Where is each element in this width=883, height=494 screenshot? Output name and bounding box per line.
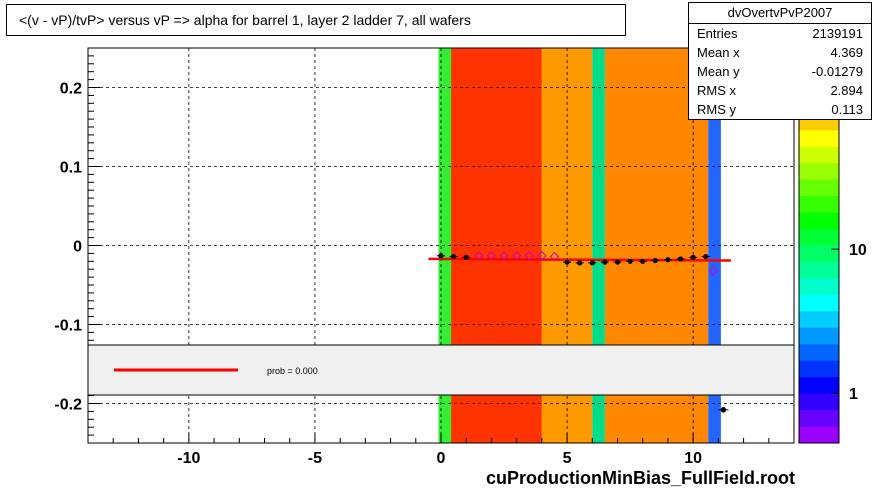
x-tick-label: 0 xyxy=(437,450,446,467)
colorbar-segment xyxy=(799,311,839,329)
colorbar-segment xyxy=(799,377,839,395)
profile-point xyxy=(577,260,583,266)
stats-label: RMS x xyxy=(697,83,736,98)
axes-layer: -10 -5 0 5 10 -0.2 -0.1 0 0.1 0.2 xyxy=(54,47,795,467)
colorbar-segment xyxy=(799,261,839,279)
y-tick-label: 0.1 xyxy=(60,160,82,177)
stats-value: 2.894 xyxy=(830,83,863,98)
profile-point xyxy=(564,259,570,265)
open-marker xyxy=(524,251,534,261)
profile-point xyxy=(690,254,696,260)
y-tick-label: 0.2 xyxy=(60,81,82,98)
profile-point xyxy=(451,253,457,260)
open-marker xyxy=(499,251,509,261)
open-marker xyxy=(708,266,719,276)
stats-box: dvOvertvPvP2007 Entries 2139191 Mean x 4.3… xyxy=(688,2,872,120)
colorbar-segment xyxy=(799,410,839,428)
colorbar-segment xyxy=(799,360,839,378)
colorbar-segment xyxy=(799,393,839,411)
y-tick-label: -0.1 xyxy=(54,318,82,335)
colorbar-segment xyxy=(799,163,839,181)
grid-layer xyxy=(88,48,794,443)
x-tick-label: -5 xyxy=(308,450,322,467)
profile-point xyxy=(640,258,646,264)
colorbar-segment xyxy=(799,130,839,148)
stats-value: -0.01279 xyxy=(811,64,863,79)
colorbar-segment xyxy=(799,426,839,444)
y-tick-label: -0.2 xyxy=(54,397,82,414)
outlier-point xyxy=(720,407,727,413)
profile-point xyxy=(614,259,621,265)
colorbar-segment xyxy=(799,278,839,296)
x-tick-label: 5 xyxy=(563,450,572,467)
open-marker xyxy=(474,251,484,261)
colorbar-segment xyxy=(799,327,839,345)
colorbar-segment xyxy=(799,212,839,230)
stats-row-entries: Entries 2139191 xyxy=(689,24,871,43)
stats-name: dvOvertvPvP2007 xyxy=(689,3,871,24)
open-marker xyxy=(549,251,560,262)
profile-point xyxy=(627,258,633,264)
profile-point xyxy=(665,257,671,263)
y-tick-label: 0 xyxy=(73,239,82,256)
colorbar-segment xyxy=(799,146,839,164)
x-tick-label: 10 xyxy=(684,450,702,467)
stats-row-mean-x: Mean x 4.369 xyxy=(689,43,871,62)
stats-value: 4.369 xyxy=(830,45,863,60)
legend-label: prob = 0.000 xyxy=(267,366,318,376)
colorbar-segment xyxy=(799,179,839,197)
colorbar-segment xyxy=(799,245,839,263)
stats-label: Entries xyxy=(697,26,738,41)
stats-row-rms-x: RMS x 2.894 xyxy=(689,81,871,100)
stats-row-mean-y: Mean y -0.01279 xyxy=(689,62,871,81)
open-marker xyxy=(486,251,497,261)
footer-filename: cuProductionMinBias_FullField.root xyxy=(486,468,796,488)
fit-line xyxy=(428,257,731,262)
plot-title: <(v - vP)/tvP> versus vP => alpha for ba… xyxy=(6,4,626,36)
colorbar-segment xyxy=(799,196,839,214)
stats-row-rms-y: RMS y 0.113 xyxy=(689,100,871,119)
colorbar-tick-label: 10 xyxy=(849,242,867,259)
colorbar-tick-label: 1 xyxy=(849,386,858,403)
stats-label: Mean y xyxy=(697,64,740,79)
legend-box: prob = 0.000 xyxy=(87,344,795,396)
profile-point xyxy=(438,253,444,259)
profile-point xyxy=(652,257,658,264)
stats-value: 2139191 xyxy=(812,26,863,41)
profile-point xyxy=(463,254,469,260)
x-tick-label: -10 xyxy=(177,450,200,467)
colorbar-segment xyxy=(799,294,839,312)
stats-label: RMS y xyxy=(697,102,736,117)
profile-point xyxy=(703,253,709,260)
profile-points-layer xyxy=(428,251,731,413)
open-marker xyxy=(537,251,547,261)
profile-point xyxy=(677,256,684,262)
open-marker xyxy=(511,251,522,261)
profile-point xyxy=(589,260,595,266)
stats-label: Mean x xyxy=(697,45,740,60)
colorbar-segment xyxy=(799,229,839,246)
colorbar-segment xyxy=(799,344,839,362)
profile-point xyxy=(602,259,608,265)
stats-value: 0.113 xyxy=(831,102,863,117)
